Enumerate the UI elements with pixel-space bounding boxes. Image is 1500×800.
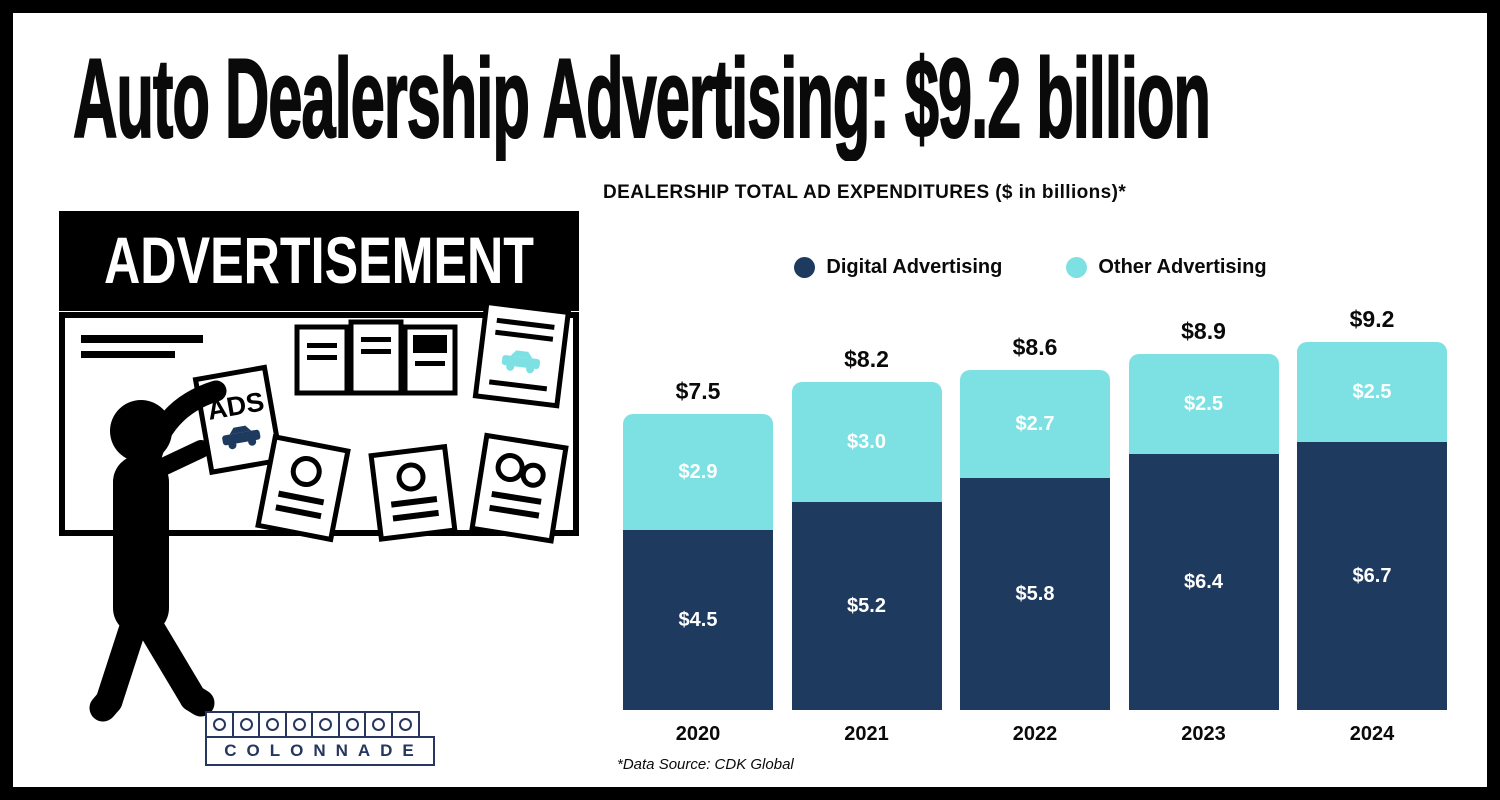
legend-label-digital: Digital Advertising xyxy=(826,256,1003,278)
legend-label-other: Other Advertising xyxy=(1098,256,1267,278)
segment-digital-2023: $6.4 xyxy=(1128,454,1279,710)
bar-stack: $3.0 $5.2 xyxy=(791,382,942,710)
year-label-2023: 2023 xyxy=(1181,723,1226,745)
year-label-2021: 2021 xyxy=(844,723,889,745)
total-label-2021: $8.2 xyxy=(844,346,889,372)
bar-2024: $9.2 $2.5 $6.7 2024 xyxy=(1297,306,1447,747)
page-title: Auto Dealership Advertising: $9.2 billio… xyxy=(72,36,1211,161)
year-label-2024: 2024 xyxy=(1349,723,1395,745)
column-icon xyxy=(205,711,234,738)
total-label-2022: $8.6 xyxy=(1012,334,1058,360)
column-icon xyxy=(390,711,420,738)
legend-item-other: Other Advertising xyxy=(1066,256,1267,279)
segment-other-2021: $3.0 xyxy=(791,382,942,502)
source-note: *Data Source: CDK Global xyxy=(617,756,794,773)
bar-2022: $8.6 $2.7 $5.8 2022 xyxy=(960,334,1110,747)
segment-digital-2021: $5.2 xyxy=(791,502,942,710)
column-icon xyxy=(231,711,261,738)
segment-digital-2024: $6.7 xyxy=(1297,442,1447,710)
bar-2021: $8.2 $3.0 $5.2 2021 xyxy=(791,346,942,747)
colonnade-logo: COLONNADE xyxy=(205,711,435,766)
billboard-illustration: ADVERTISEMENT xyxy=(59,211,579,722)
year-label-2020: 2020 xyxy=(675,723,721,745)
chart-section: DEALERSHIP TOTAL AD EXPENDITURES ($ in b… xyxy=(603,178,1458,787)
flyer-rings-icon xyxy=(469,432,569,544)
total-label-2024: $9.2 xyxy=(1349,306,1395,332)
person-silhouette xyxy=(89,380,227,722)
segment-other-2022: $2.7 xyxy=(960,370,1110,478)
headline-lines-icon xyxy=(81,335,203,358)
chart-legend: Digital Advertising Other Advertising xyxy=(603,256,1458,279)
brochure-lines xyxy=(307,335,447,366)
car-flyer-icon xyxy=(472,299,572,409)
bar-stack: $2.5 $6.7 xyxy=(1297,342,1447,710)
segment-other-2024: $2.5 xyxy=(1297,342,1447,442)
bar-chart: $7.5 $2.9 $4.5 2020 $8.2 $3.0 $5.2 2021 $8.6 $2.7… xyxy=(623,306,1447,747)
bar-stack: $2.9 $4.5 xyxy=(623,414,773,710)
flyer-circle-icon-2 xyxy=(368,443,458,542)
chart-title: DEALERSHIP TOTAL AD EXPENDITURES ($ in b… xyxy=(603,182,1127,203)
year-label-2022: 2022 xyxy=(1012,723,1058,745)
billboard-header-bg xyxy=(59,211,579,311)
column-icon xyxy=(284,711,314,738)
total-label-2023: $8.9 xyxy=(1181,318,1226,344)
legend-item-digital: Digital Advertising xyxy=(794,256,1002,279)
colonnade-columns-icon xyxy=(205,711,435,738)
segment-digital-2022: $5.8 xyxy=(960,478,1110,710)
bar-stack: $2.5 $6.4 xyxy=(1128,354,1279,710)
segment-other-2023: $2.5 xyxy=(1128,354,1279,454)
column-icon xyxy=(337,711,367,738)
column-icon xyxy=(364,711,393,738)
bar-2023: $8.9 $2.5 $6.4 2023 xyxy=(1128,318,1279,747)
flyer-circle-icon xyxy=(255,434,351,543)
colonnade-logo-text: COLONNADE xyxy=(205,735,435,766)
bar-stack: $2.7 $5.8 xyxy=(960,370,1110,710)
segment-other-2020: $2.9 xyxy=(623,414,773,530)
column-icon xyxy=(311,711,340,738)
brochure-icon xyxy=(294,319,458,396)
legend-dot-digital xyxy=(794,257,816,278)
bar-2020: $7.5 $2.9 $4.5 2020 xyxy=(623,378,773,747)
segment-digital-2020: $4.5 xyxy=(623,530,773,710)
column-icon xyxy=(258,711,287,738)
legend-dot-other xyxy=(1066,257,1088,278)
billboard-header-text: ADVERTISEMENT xyxy=(104,223,534,297)
total-label-2020: $7.5 xyxy=(675,378,721,404)
